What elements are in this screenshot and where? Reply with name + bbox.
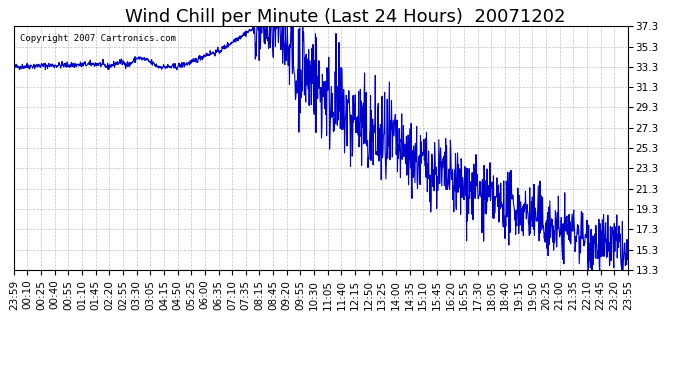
Text: Copyright 2007 Cartronics.com: Copyright 2007 Cartronics.com	[20, 34, 176, 43]
Text: Wind Chill per Minute (Last 24 Hours)  20071202: Wind Chill per Minute (Last 24 Hours) 20…	[125, 8, 565, 26]
